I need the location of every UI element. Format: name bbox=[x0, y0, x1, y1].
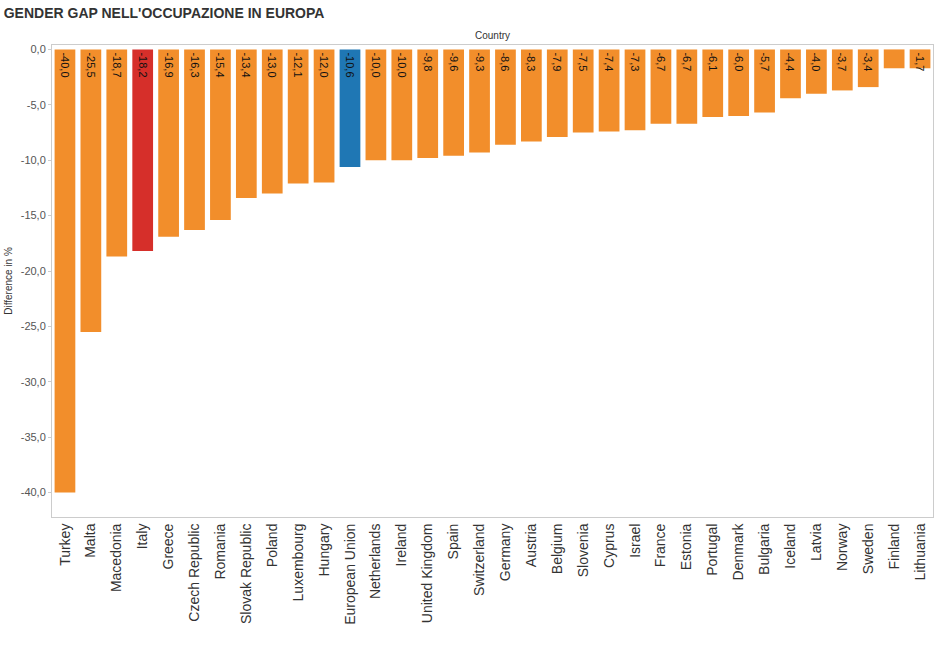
svg-text:-7,4: -7,4 bbox=[603, 52, 615, 71]
svg-text:Latvia: Latvia bbox=[808, 523, 824, 561]
svg-text:-16,9: -16,9 bbox=[163, 52, 175, 77]
svg-text:Spain: Spain bbox=[445, 524, 461, 560]
svg-text:-20,0: -20,0 bbox=[21, 265, 46, 277]
svg-text:-13,4: -13,4 bbox=[240, 52, 252, 77]
svg-text:-1,7: -1,7 bbox=[914, 52, 926, 71]
svg-text:-4,4: -4,4 bbox=[784, 52, 796, 71]
svg-text:Sweden: Sweden bbox=[860, 524, 876, 575]
svg-text:Lithuania: Lithuania bbox=[912, 523, 928, 580]
svg-text:-4,0: -4,0 bbox=[810, 52, 822, 71]
svg-text:Austria: Austria bbox=[523, 523, 539, 567]
svg-text:-10,0: -10,0 bbox=[370, 52, 382, 77]
svg-text:European Union: European Union bbox=[342, 524, 358, 625]
svg-text:Netherlands: Netherlands bbox=[367, 524, 383, 600]
svg-text:Difference in %: Difference in % bbox=[3, 247, 14, 315]
svg-text:-13,0: -13,0 bbox=[266, 52, 278, 77]
svg-text:Luxembourg: Luxembourg bbox=[290, 524, 306, 602]
svg-text:-7,9: -7,9 bbox=[551, 52, 563, 71]
svg-text:-40,0: -40,0 bbox=[21, 486, 46, 498]
svg-text:-5,7: -5,7 bbox=[759, 52, 771, 71]
svg-text:-16,3: -16,3 bbox=[189, 52, 201, 77]
svg-text:0,0: 0,0 bbox=[31, 43, 46, 55]
svg-text:-9,8: -9,8 bbox=[422, 52, 434, 71]
svg-text:-10,6: -10,6 bbox=[344, 52, 356, 77]
svg-text:Turkey: Turkey bbox=[57, 524, 73, 566]
svg-text:Germany: Germany bbox=[497, 524, 513, 582]
svg-text:Greece: Greece bbox=[160, 523, 176, 569]
svg-text:Israel: Israel bbox=[627, 524, 643, 558]
svg-text:-40,0: -40,0 bbox=[59, 52, 71, 77]
svg-text:-18,2: -18,2 bbox=[137, 52, 149, 77]
svg-text:Malta: Malta bbox=[82, 523, 98, 557]
svg-text:-25,0: -25,0 bbox=[21, 320, 46, 332]
svg-text:-30,0: -30,0 bbox=[21, 376, 46, 388]
svg-text:Czech Republic: Czech Republic bbox=[186, 524, 202, 622]
svg-text:Macedonia: Macedonia bbox=[108, 523, 124, 592]
svg-text:Slovenia: Slovenia bbox=[575, 523, 591, 577]
svg-text:Bulgaria: Bulgaria bbox=[756, 523, 772, 575]
svg-text:-12,1: -12,1 bbox=[292, 52, 304, 77]
svg-text:Hungary: Hungary bbox=[316, 524, 332, 577]
svg-text:Ireland: Ireland bbox=[393, 524, 409, 567]
svg-text:-6,0: -6,0 bbox=[733, 52, 745, 71]
svg-text:-35,0: -35,0 bbox=[21, 431, 46, 443]
svg-text:Italy: Italy bbox=[134, 524, 150, 550]
svg-text:Belgium: Belgium bbox=[549, 524, 565, 575]
svg-text:Denmark: Denmark bbox=[730, 523, 746, 581]
svg-text:-12,0: -12,0 bbox=[318, 52, 330, 77]
svg-text:-9,3: -9,3 bbox=[474, 52, 486, 71]
svg-text:Iceland: Iceland bbox=[782, 524, 798, 569]
svg-text:-8,3: -8,3 bbox=[525, 52, 537, 71]
svg-text:Romania: Romania bbox=[212, 523, 228, 579]
svg-text:Estonia: Estonia bbox=[678, 523, 694, 570]
svg-text:-10,0: -10,0 bbox=[21, 154, 46, 166]
svg-text:-7,5: -7,5 bbox=[577, 52, 589, 71]
svg-text:-3,4: -3,4 bbox=[862, 52, 874, 71]
svg-text:Portugal: Portugal bbox=[704, 524, 720, 576]
svg-text:-6,7: -6,7 bbox=[681, 52, 693, 71]
svg-text:-3,7: -3,7 bbox=[836, 52, 848, 71]
svg-text:-6,1: -6,1 bbox=[707, 52, 719, 71]
svg-text:-25,5: -25,5 bbox=[85, 52, 97, 77]
svg-text:Switzerland: Switzerland bbox=[471, 524, 487, 596]
svg-text:United Kingdom: United Kingdom bbox=[419, 524, 435, 624]
svg-text:Poland: Poland bbox=[264, 524, 280, 568]
svg-text:Norway: Norway bbox=[834, 524, 850, 571]
svg-text:Cyprus: Cyprus bbox=[601, 524, 617, 568]
svg-text:-9,6: -9,6 bbox=[448, 52, 460, 71]
svg-text:Slovak Republic: Slovak Republic bbox=[238, 524, 254, 624]
svg-text:GENDER GAP NELL'OCCUPAZIONE IN: GENDER GAP NELL'OCCUPAZIONE IN EUROPA bbox=[4, 5, 325, 21]
svg-text:-5,0: -5,0 bbox=[27, 99, 46, 111]
svg-text:-10,0: -10,0 bbox=[396, 52, 408, 77]
svg-text:France: France bbox=[652, 523, 668, 567]
svg-text:-18,7: -18,7 bbox=[111, 52, 123, 77]
svg-text:Country: Country bbox=[475, 30, 510, 41]
svg-text:-7,3: -7,3 bbox=[629, 52, 641, 71]
svg-text:-6,7: -6,7 bbox=[655, 52, 667, 71]
svg-text:-8,6: -8,6 bbox=[499, 52, 511, 71]
svg-text:-15,4: -15,4 bbox=[214, 52, 226, 77]
svg-text:-15,0: -15,0 bbox=[21, 209, 46, 221]
svg-text:Finland: Finland bbox=[886, 524, 902, 570]
